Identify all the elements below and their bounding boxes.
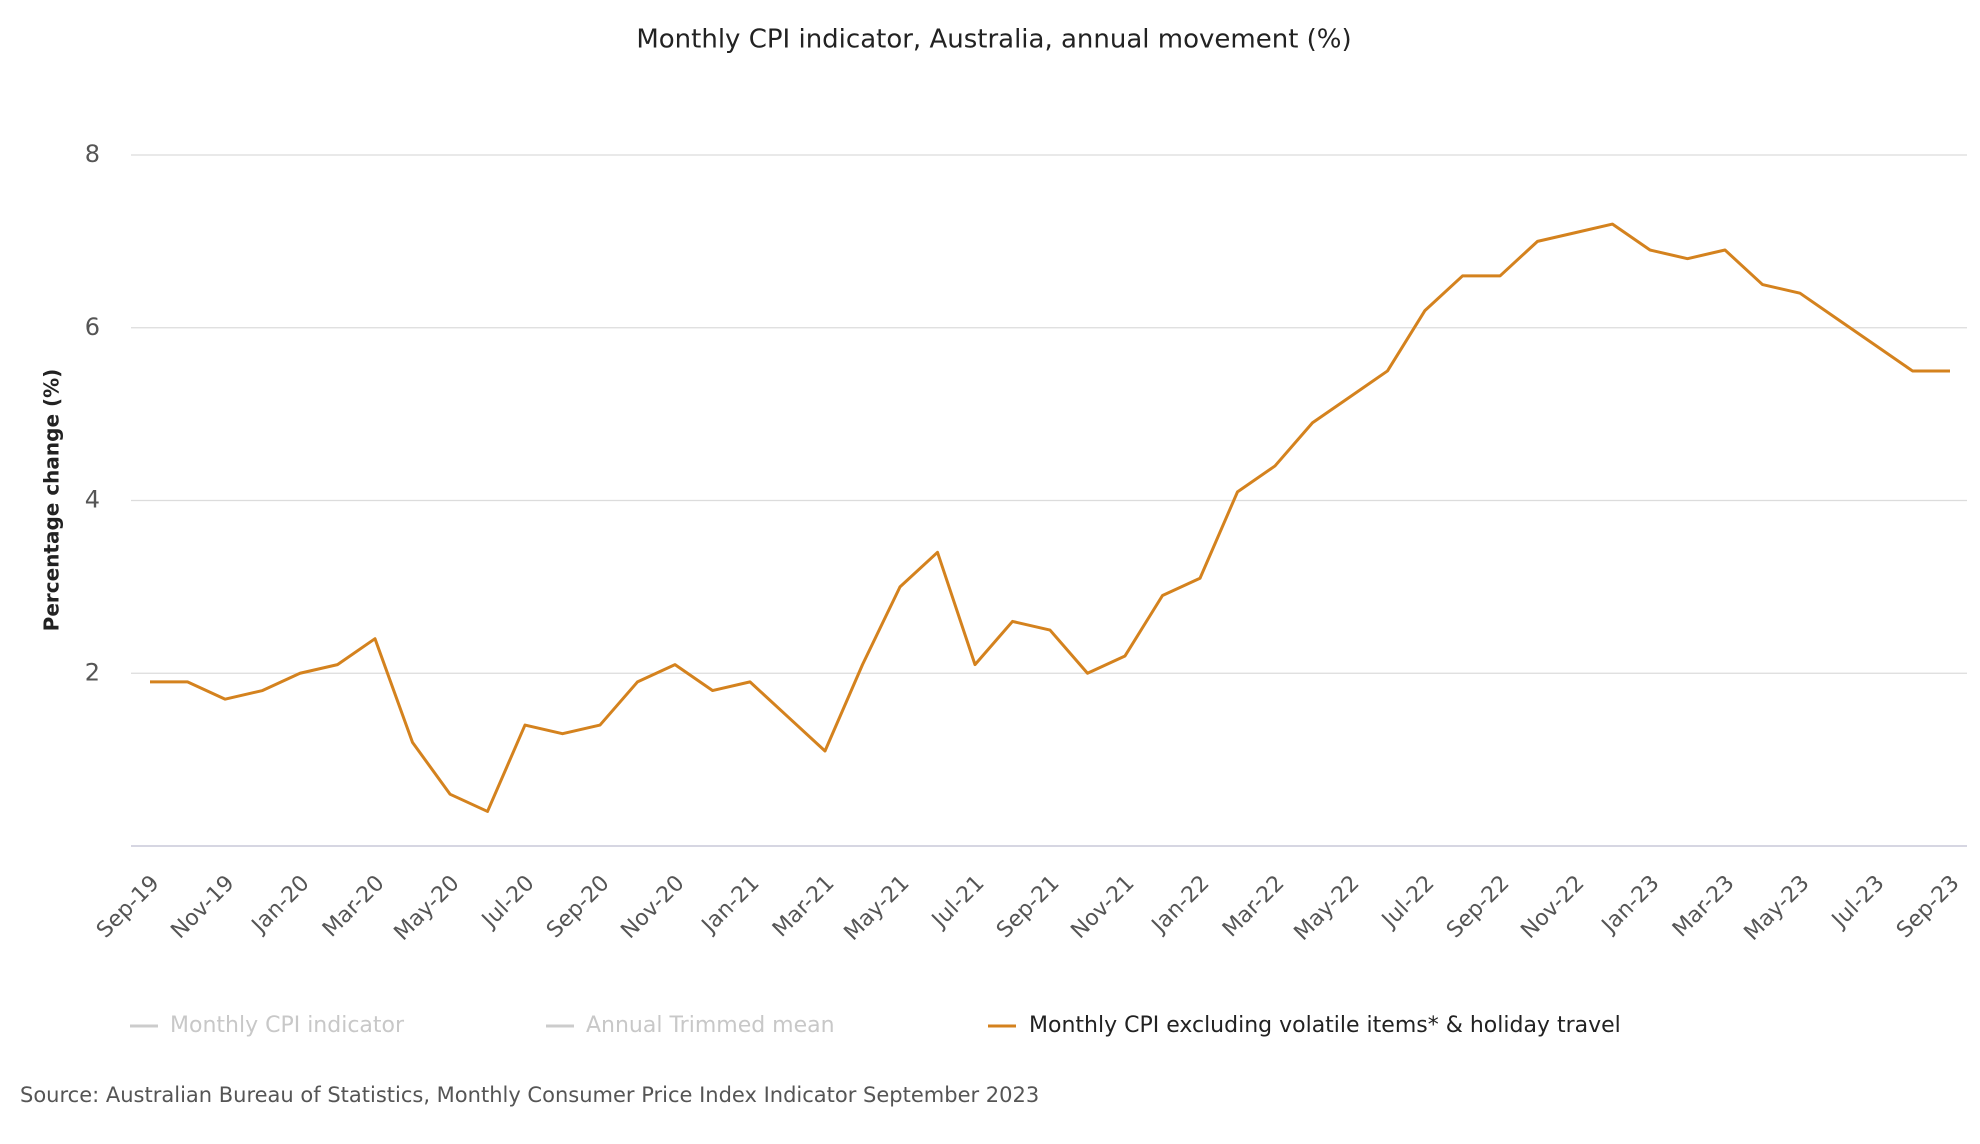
x-tick-label: Jan-22 bbox=[1146, 871, 1214, 939]
x-tick-label: Sep-21 bbox=[992, 871, 1064, 943]
x-tick-label: Jan-23 bbox=[1596, 871, 1664, 939]
x-tick-label: Mar-22 bbox=[1218, 871, 1289, 942]
y-tick-label: 6 bbox=[85, 313, 100, 341]
x-tick-label: May-21 bbox=[840, 871, 915, 946]
y-tick-label: 2 bbox=[85, 658, 100, 686]
x-tick-label: Jul-21 bbox=[926, 871, 989, 934]
x-tick-label: Nov-22 bbox=[1516, 871, 1589, 944]
x-tick-label: May-23 bbox=[1740, 871, 1815, 946]
x-tick-label: May-22 bbox=[1290, 871, 1365, 946]
y-axis-label: Percentage change (%) bbox=[40, 369, 64, 632]
y-tick-label: 4 bbox=[85, 486, 100, 514]
x-tick-label: Jan-21 bbox=[696, 871, 764, 939]
x-tick-label: Jan-20 bbox=[246, 871, 314, 939]
x-tick-label: Nov-20 bbox=[616, 871, 689, 944]
x-tick-label: Jul-23 bbox=[1826, 871, 1889, 934]
legend-label: Annual Trimmed mean bbox=[586, 1013, 835, 1038]
x-tick-label: Nov-21 bbox=[1066, 871, 1139, 944]
x-tick-label: Jul-20 bbox=[476, 871, 539, 934]
x-tick-label: Mar-21 bbox=[768, 871, 839, 942]
series-line bbox=[150, 222, 1950, 813]
x-tick-label: Sep-19 bbox=[92, 871, 164, 943]
x-tick-label: Sep-20 bbox=[542, 871, 614, 943]
x-tick-label: May-20 bbox=[390, 871, 465, 946]
x-tick-label: Jul-22 bbox=[1376, 871, 1439, 934]
chart-title: Monthly CPI indicator, Australia, annual… bbox=[636, 25, 1351, 55]
y-tick-label: 8 bbox=[85, 140, 100, 168]
legend-label: Monthly CPI excluding volatile items* & … bbox=[1029, 1013, 1621, 1038]
x-tick-label: Sep-23 bbox=[1892, 871, 1964, 943]
x-tick-label: Nov-19 bbox=[166, 871, 239, 944]
legend-label: Monthly CPI indicator bbox=[170, 1013, 405, 1038]
x-tick-label: Mar-23 bbox=[1668, 871, 1739, 942]
x-tick-label: Sep-22 bbox=[1442, 871, 1514, 943]
source-note: Source: Australian Bureau of Statistics,… bbox=[20, 1083, 1039, 1107]
x-tick-label: Mar-20 bbox=[318, 871, 389, 942]
